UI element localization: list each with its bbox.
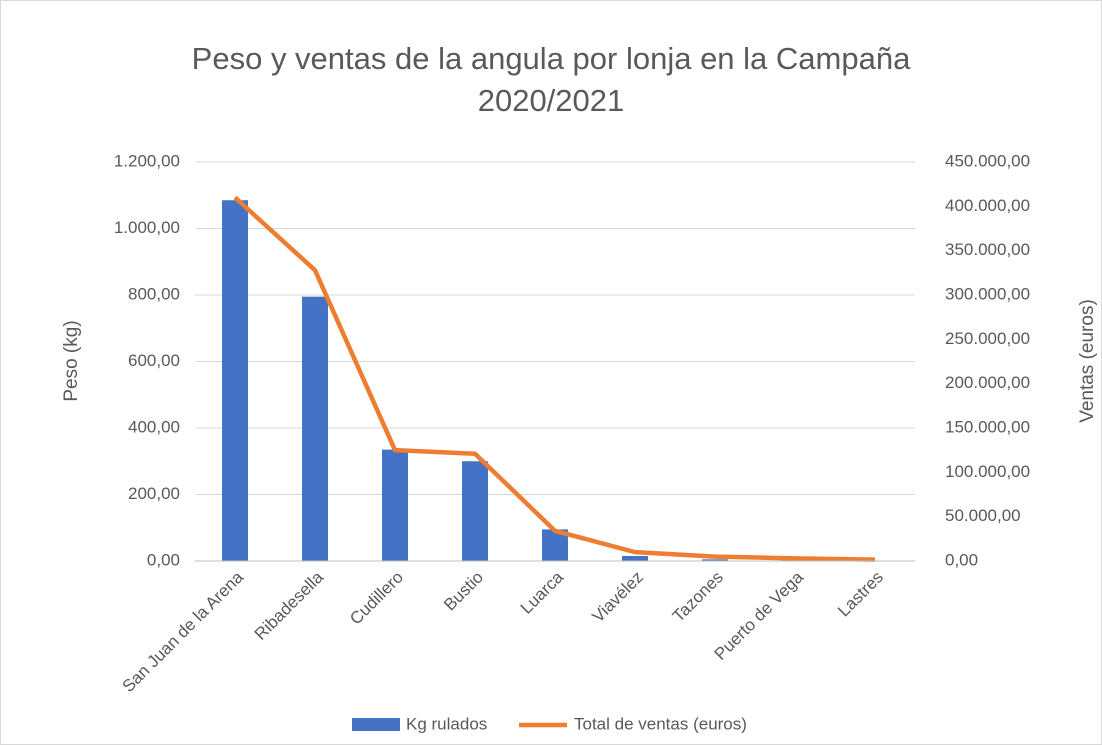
y2-tick-label: 100.000,00 [945,462,1030,481]
y-tick-label: 0,00 [147,550,180,569]
y-tick-label: 800,00 [128,284,180,303]
y-tick-label: 200,00 [128,484,180,503]
y2-tick-label: 200.000,00 [945,373,1030,392]
chart-title: Peso y ventas de la angula por lonja en … [191,41,911,118]
bar [382,449,408,561]
legend-label: Total de ventas (euros) [574,714,747,733]
y-axis-label: Peso (kg) [61,320,82,401]
y-tick-label: 1.000,00 [114,218,180,237]
y-tick-label: 400,00 [128,417,180,436]
bar [302,296,328,561]
bar [622,556,648,561]
y2-tick-label: 0,00 [945,550,978,569]
line-series [233,195,876,562]
y2-tick-label: 150.000,00 [945,417,1030,436]
y-tick-label: 1.200,00 [114,151,180,170]
y-tick-label: 600,00 [128,351,180,370]
y2-tick-label: 300.000,00 [945,284,1030,303]
legend-swatch [352,718,400,731]
y2-tick-label: 250.000,00 [945,329,1030,348]
legend-label: Kg rulados [406,714,487,733]
bar [222,200,248,562]
y2-tick-label: 50.000,00 [945,506,1021,525]
y2-tick-label: 350.000,00 [945,240,1030,259]
y2-axis-label: Ventas (euros) [1077,299,1098,423]
bar [462,461,488,561]
y2-tick-label: 450.000,00 [945,151,1030,170]
bar [702,559,728,561]
y2-tick-label: 400.000,00 [945,196,1030,215]
